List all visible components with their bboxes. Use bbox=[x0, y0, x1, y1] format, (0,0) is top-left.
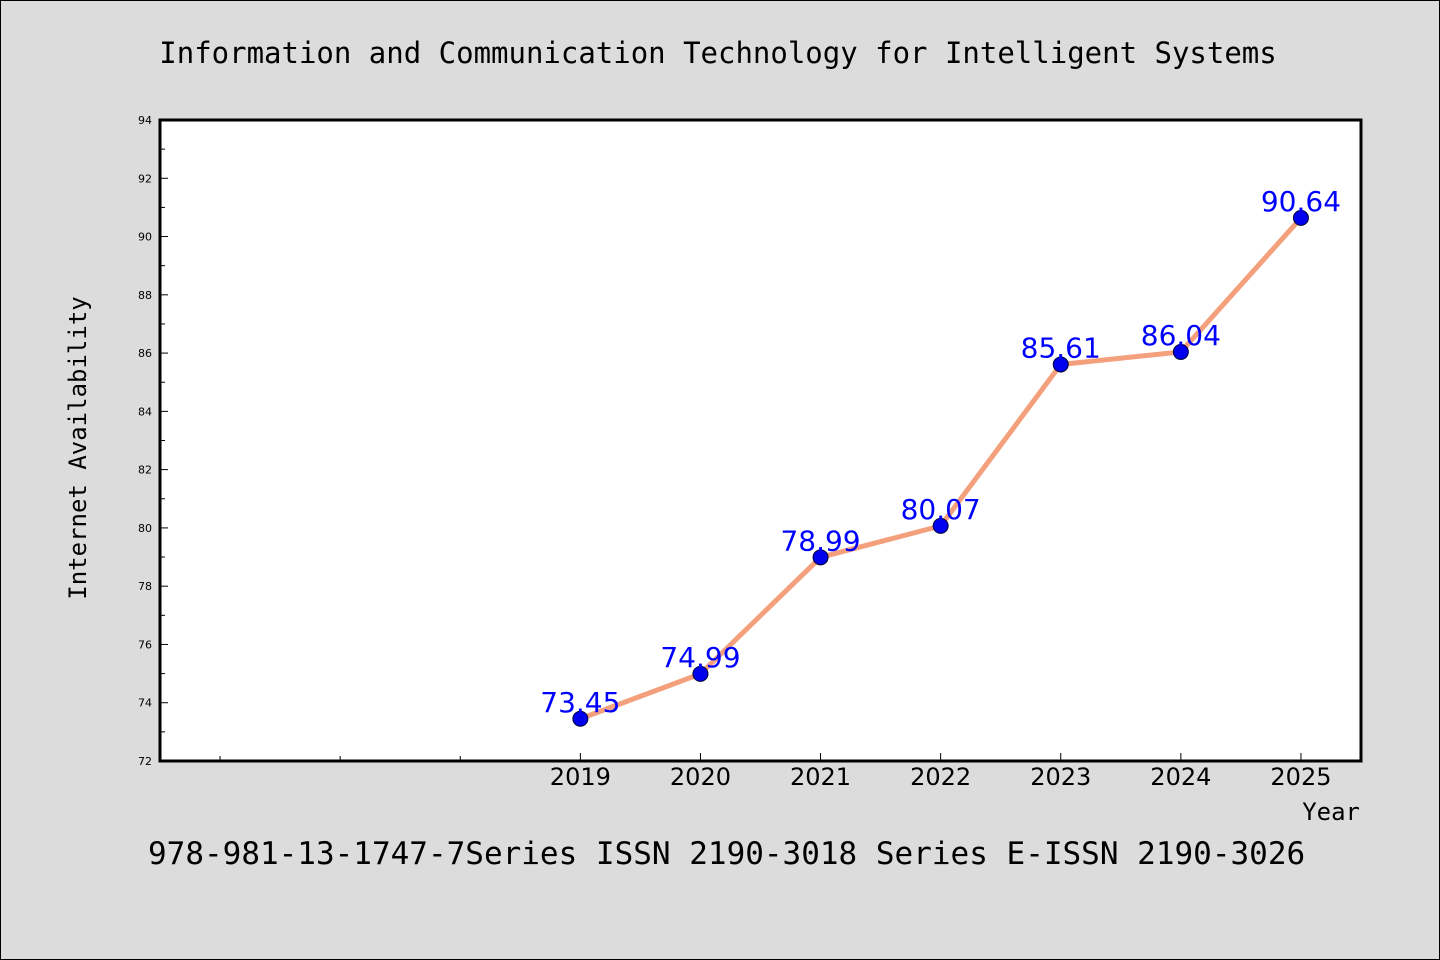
y-tick-label: 84 bbox=[138, 405, 152, 418]
y-tick-label: 94 bbox=[138, 114, 152, 127]
data-label: 78.99 bbox=[780, 524, 860, 557]
chart-title: Information and Communication Technology… bbox=[159, 36, 1276, 70]
y-tick-label: 80 bbox=[138, 522, 152, 535]
data-point bbox=[812, 549, 829, 566]
x-tick-label: 2023 bbox=[1030, 763, 1091, 791]
y-tick-label: 76 bbox=[138, 638, 152, 651]
y-axis-label: Internet Availability bbox=[64, 296, 92, 599]
y-tick-label: 86 bbox=[138, 347, 152, 360]
x-axis-label: Year bbox=[1302, 798, 1360, 826]
series-group: 73.45 74.99 78.99 80.07 85.61 86.04 90.64 bbox=[540, 185, 1341, 727]
plot-area bbox=[158, 118, 1363, 763]
y-tick-label: 72 bbox=[138, 755, 152, 768]
y-tick-label: 82 bbox=[138, 464, 152, 477]
x-tick-label: 2020 bbox=[670, 763, 731, 791]
x-tick-label: 2022 bbox=[910, 763, 971, 791]
y-axis-ticks: 72 74 76 78 80 82 84 86 88 90 92 94 bbox=[138, 114, 168, 768]
y-tick-label: 88 bbox=[138, 289, 152, 302]
data-point bbox=[692, 665, 709, 682]
data-label: 74.99 bbox=[660, 641, 740, 674]
data-label: 85.61 bbox=[1021, 331, 1101, 364]
y-tick-label: 78 bbox=[138, 580, 152, 593]
data-label: 73.45 bbox=[540, 686, 620, 719]
x-axis-ticks: 2019 2020 2021 2022 2023 2024 2025 bbox=[219, 753, 1331, 791]
data-point bbox=[572, 710, 589, 727]
data-label: 80.07 bbox=[901, 493, 981, 526]
data-label: 90.64 bbox=[1261, 185, 1341, 218]
data-point bbox=[932, 517, 949, 534]
data-point bbox=[1052, 356, 1069, 373]
y-tick-label: 90 bbox=[138, 231, 152, 244]
y-tick-label: 92 bbox=[138, 172, 152, 185]
data-point bbox=[1292, 209, 1309, 226]
x-tick-label: 2021 bbox=[790, 763, 851, 791]
data-point bbox=[1172, 343, 1189, 360]
y-tick-label: 74 bbox=[138, 697, 152, 710]
x-tick-label: 2024 bbox=[1150, 763, 1211, 791]
data-label: 86.04 bbox=[1141, 319, 1221, 352]
footer-text: 978-981-13-1747-7Series ISSN 2190-3018 S… bbox=[148, 836, 1305, 872]
x-tick-label: 2019 bbox=[550, 763, 611, 791]
x-tick-label: 2025 bbox=[1270, 763, 1331, 791]
